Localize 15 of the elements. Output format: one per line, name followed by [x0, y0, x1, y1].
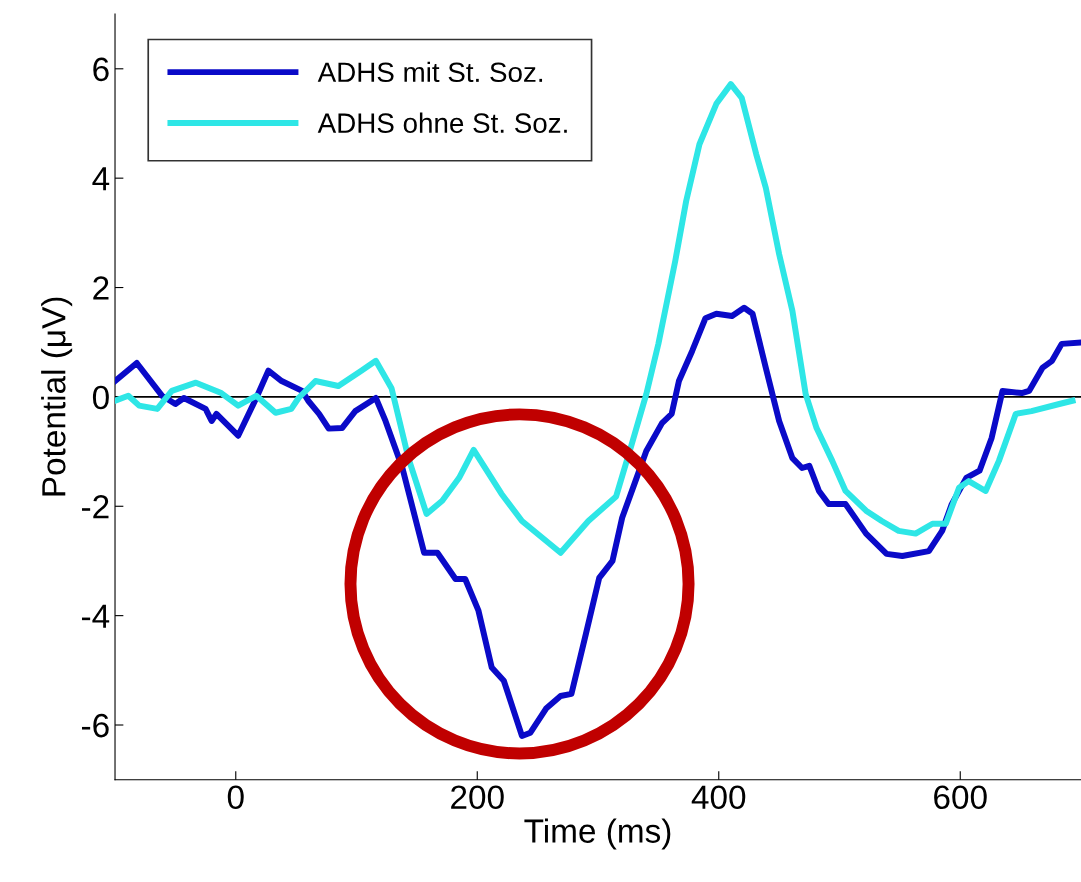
y-axis-title: Potential (μV): [41, 297, 73, 496]
y-tick-label: 4: [92, 167, 110, 191]
x-tick-label: 0: [227, 785, 244, 810]
x-tick-label: 200: [451, 785, 504, 810]
y-tick-label: -4: [82, 604, 110, 628]
y-tick-label: 0: [92, 385, 109, 410]
y-tick-label: 2: [93, 276, 109, 300]
legend-label: ADHS mit St. Soz.: [317, 61, 543, 83]
y-tick-label: 6: [93, 57, 109, 82]
x-axis-title: Time (ms): [524, 818, 671, 850]
y-tick-label: -2: [82, 495, 109, 519]
legend-label: ADHS ohne St. Soz.: [317, 112, 567, 133]
x-tick-label: 600: [934, 785, 987, 810]
y-tick-label: -6: [82, 713, 109, 738]
x-tick-label: 400: [691, 785, 746, 810]
